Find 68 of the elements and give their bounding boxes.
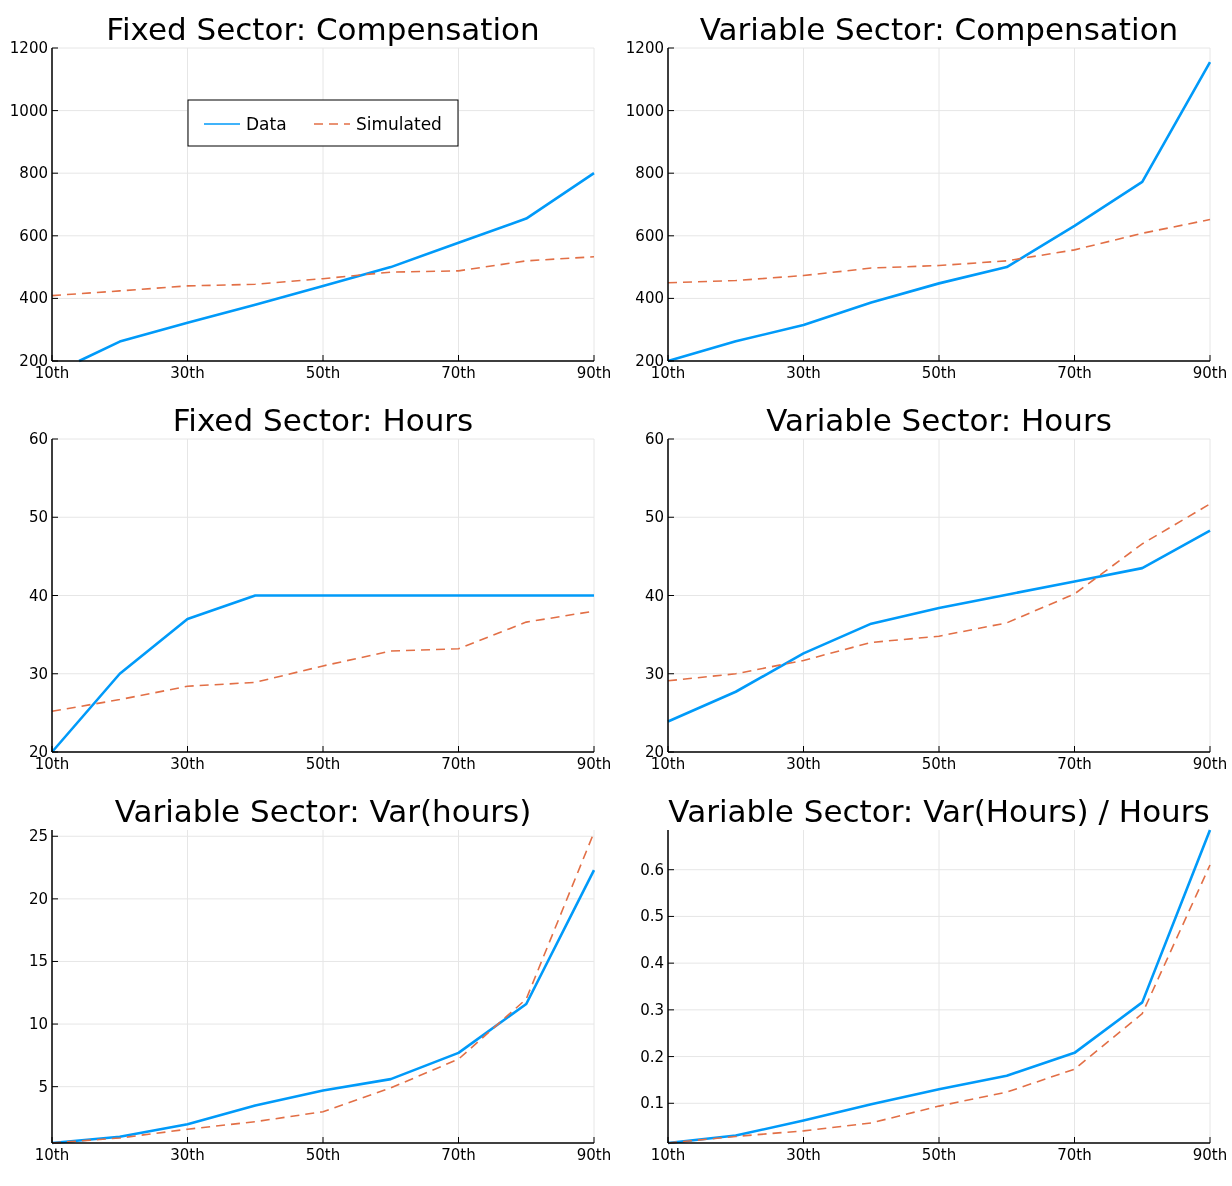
x-tick-label: 10th (34, 1146, 70, 1164)
y-tick-label: 10 (28, 1015, 48, 1034)
y-tick-label: 40 (28, 586, 48, 605)
chart-title: Variable Sector: Var(hours) (114, 793, 532, 829)
x-tick-label: 10th (650, 1146, 686, 1164)
chart-title: Fixed Sector: Compensation (106, 11, 540, 47)
x-tick-label: 50th (921, 364, 957, 382)
y-tick-label: 1000 (625, 101, 664, 120)
x-tick-label: 90th (1192, 755, 1228, 773)
chart-title: Variable Sector: Compensation (699, 11, 1179, 47)
line-series (666, 529, 1212, 723)
line-series (667, 503, 1211, 682)
x-tick-label: 30th (170, 755, 205, 773)
x-tick-label: 90th (576, 364, 612, 382)
y-tick-label: 1200 (9, 39, 48, 57)
y-tick-label: 60 (28, 430, 48, 448)
x-tick-label: 70th (1057, 364, 1092, 382)
y-tick-label: 30 (644, 664, 664, 683)
x-tick-label: 50th (921, 755, 957, 773)
line-series (77, 171, 596, 363)
x-tick-label: 50th (305, 755, 341, 773)
y-tick-label: 400 (635, 289, 664, 308)
x-tick-label: 50th (921, 1146, 957, 1164)
x-tick-label: 70th (441, 364, 476, 382)
x-tick-label: 90th (1192, 364, 1228, 382)
y-tick-label: 0.1 (640, 1094, 664, 1113)
line-series (667, 218, 1211, 284)
legend-label: Simulated (356, 114, 442, 134)
x-tick-label: 70th (1057, 1146, 1092, 1164)
x-tick-label: 30th (786, 1146, 821, 1164)
y-tick-label: 1200 (625, 39, 664, 57)
x-tick-label: 70th (1057, 755, 1092, 773)
y-tick-label: 0.3 (640, 1000, 664, 1019)
y-tick-label: 60 (644, 430, 664, 448)
y-tick-label: 600 (635, 226, 664, 245)
x-tick-label: 50th (305, 1146, 341, 1164)
x-tick-label: 30th (170, 1146, 205, 1164)
y-tick-label: 5 (38, 1077, 48, 1096)
y-tick-label: 0.2 (640, 1047, 664, 1066)
chart-title: Fixed Sector: Hours (172, 402, 474, 438)
y-tick-label: 0.4 (640, 954, 664, 973)
y-tick-label: 0.6 (640, 860, 664, 879)
line-series (51, 255, 595, 297)
y-tick-label: 0.5 (640, 907, 664, 926)
y-tick-label: 40 (644, 586, 664, 605)
x-tick-label: 30th (786, 364, 821, 382)
y-tick-label: 25 (28, 827, 48, 846)
y-tick-label: 50 (28, 508, 48, 527)
y-tick-label: 30 (28, 664, 48, 683)
chart-title: Variable Sector: Var(Hours) / Hours (668, 793, 1210, 829)
chart-title: Variable Sector: Hours (766, 402, 1112, 438)
y-tick-label: 50 (644, 508, 664, 527)
y-tick-label: 1000 (9, 101, 48, 120)
x-tick-label: 70th (441, 1146, 476, 1164)
x-tick-label: 90th (576, 755, 612, 773)
x-tick-label: 30th (786, 755, 821, 773)
y-tick-label: 20 (28, 889, 48, 908)
legend-label: Data (246, 114, 287, 134)
x-tick-label: 90th (576, 1146, 612, 1164)
y-tick-label: 600 (19, 226, 48, 245)
x-tick-label: 70th (441, 755, 476, 773)
y-tick-label: 15 (28, 952, 48, 971)
y-tick-label: 800 (19, 164, 48, 183)
y-tick-label: 800 (635, 164, 664, 183)
x-tick-label: 30th (170, 364, 205, 382)
x-tick-label: 90th (1192, 1146, 1228, 1164)
y-tick-label: 400 (19, 289, 48, 308)
x-tick-label: 50th (305, 364, 341, 382)
